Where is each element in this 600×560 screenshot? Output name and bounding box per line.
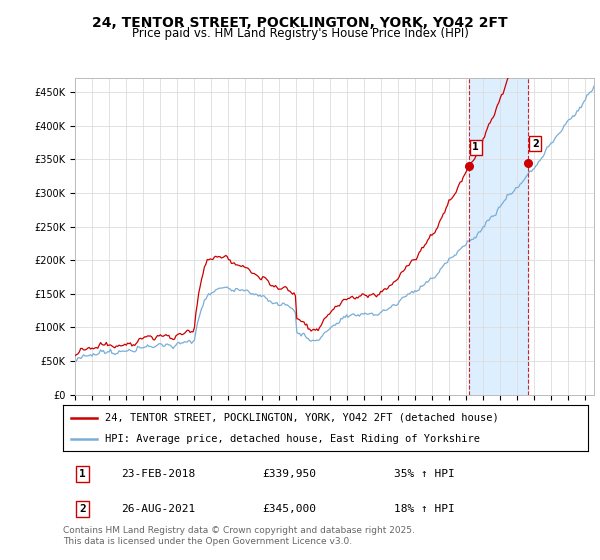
Text: 24, TENTOR STREET, POCKLINGTON, YORK, YO42 2FT (detached house): 24, TENTOR STREET, POCKLINGTON, YORK, YO… xyxy=(105,413,499,423)
Text: 23-FEB-2018: 23-FEB-2018 xyxy=(121,469,195,479)
Bar xyxy=(469,78,529,395)
Text: 2: 2 xyxy=(532,139,539,149)
Text: 18% ↑ HPI: 18% ↑ HPI xyxy=(394,504,455,514)
Text: HPI: Average price, detached house, East Riding of Yorkshire: HPI: Average price, detached house, East… xyxy=(105,435,480,444)
Text: Price paid vs. HM Land Registry's House Price Index (HPI): Price paid vs. HM Land Registry's House … xyxy=(131,27,469,40)
Text: 35% ↑ HPI: 35% ↑ HPI xyxy=(394,469,455,479)
Text: £345,000: £345,000 xyxy=(263,504,317,514)
Text: 1: 1 xyxy=(472,142,479,152)
Text: 24, TENTOR STREET, POCKLINGTON, YORK, YO42 2FT: 24, TENTOR STREET, POCKLINGTON, YORK, YO… xyxy=(92,16,508,30)
Text: 1: 1 xyxy=(79,469,86,479)
Text: 26-AUG-2021: 26-AUG-2021 xyxy=(121,504,195,514)
Text: 2: 2 xyxy=(79,504,86,514)
Text: Contains HM Land Registry data © Crown copyright and database right 2025.
This d: Contains HM Land Registry data © Crown c… xyxy=(63,526,415,546)
Text: £339,950: £339,950 xyxy=(263,469,317,479)
